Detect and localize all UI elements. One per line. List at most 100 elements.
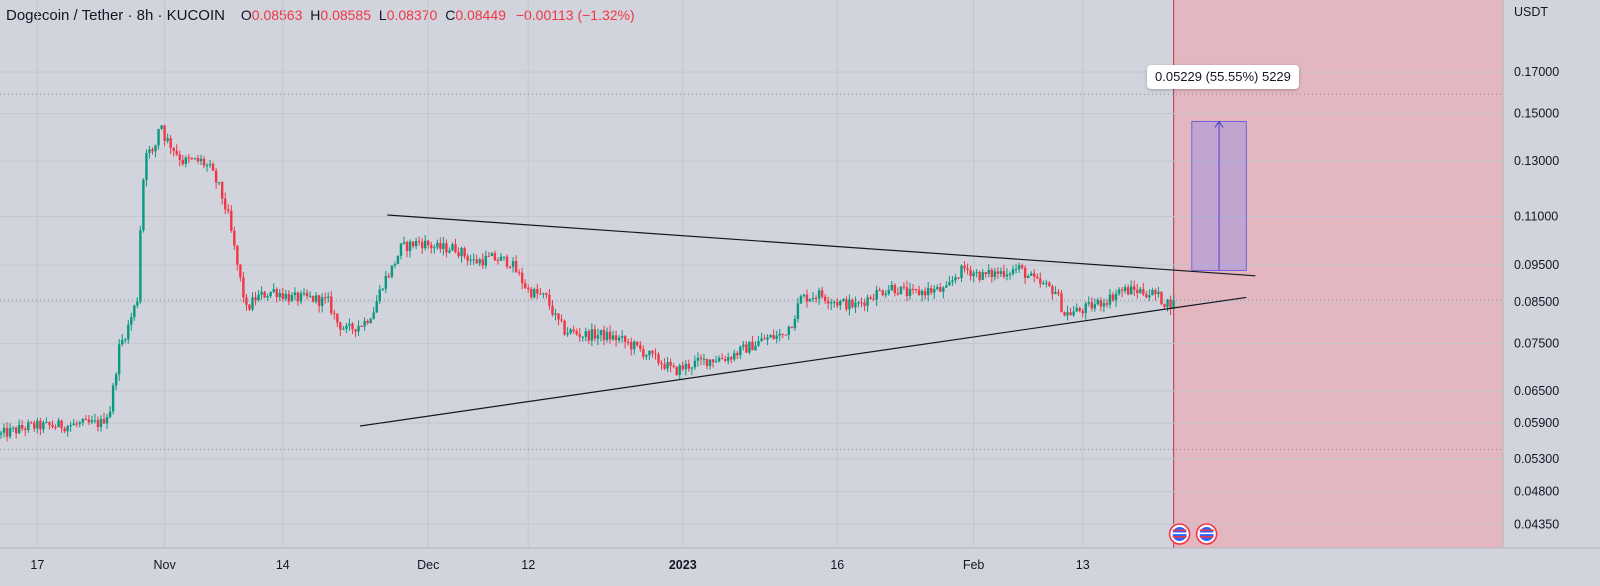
candle-body [1054, 291, 1057, 295]
trendline-upper[interactable] [387, 214, 1256, 277]
candle-body [536, 289, 539, 294]
y-tick-label: 0.05300 [1514, 452, 1559, 466]
candle-body [793, 319, 797, 329]
candle-body [175, 150, 178, 155]
candle-body [145, 153, 148, 180]
candle-body [657, 354, 660, 364]
candle-body [1160, 291, 1163, 305]
candle-body [51, 424, 54, 427]
candle-body [87, 419, 91, 423]
candle-body [1142, 289, 1145, 295]
candle-body [917, 289, 921, 296]
candle-body [633, 341, 636, 350]
candle-body [684, 363, 687, 370]
candle-body [205, 165, 209, 167]
candle-body [902, 286, 906, 288]
x-tick-label: 13 [1076, 558, 1090, 572]
candle-body [960, 265, 963, 278]
candle-body [899, 286, 903, 295]
candle-body [369, 318, 372, 324]
measure-label: 0.05229 (55.55%) 5229 [1147, 65, 1299, 89]
candle-body [254, 297, 257, 301]
candle-body [1108, 294, 1112, 305]
y-tick-label: 0.11000 [1514, 210, 1558, 224]
price-axis[interactable] [1503, 0, 1600, 586]
candle-body [448, 250, 451, 253]
candle-body [639, 345, 642, 350]
us-flag-icon[interactable] [1195, 523, 1218, 545]
candle-body [739, 346, 742, 356]
candle-body [1111, 294, 1115, 301]
candle-body [730, 357, 733, 360]
candle-body [217, 182, 221, 184]
candle-body [578, 334, 581, 337]
candle-body [48, 422, 51, 425]
candle-body [445, 243, 448, 253]
us-flag-icon[interactable] [1168, 523, 1191, 545]
candle-body [545, 293, 548, 295]
y-tick-label: 0.04350 [1514, 517, 1559, 531]
candle-body [933, 289, 936, 293]
candle-body [611, 335, 615, 340]
candle-body [714, 361, 718, 363]
candle-body [336, 313, 339, 323]
candle-body [1072, 311, 1075, 316]
candle-body [636, 341, 639, 346]
candle-body [324, 297, 327, 299]
candle-body [663, 364, 666, 369]
candle-body [642, 349, 645, 357]
candle-body [802, 294, 806, 297]
candle-body [81, 419, 85, 423]
candle-body [1166, 299, 1169, 307]
candle-body [996, 271, 1000, 274]
x-tick-label: Nov [154, 558, 177, 572]
candle-body [21, 424, 24, 429]
candle-body [1136, 289, 1139, 294]
candle-body [845, 299, 848, 310]
candle-body [1048, 282, 1051, 287]
candle-body [342, 328, 345, 330]
candle-body [390, 265, 394, 277]
candle-body [275, 289, 278, 298]
candle-body [1069, 312, 1072, 316]
candle-body [660, 363, 663, 365]
candle-body [648, 350, 651, 356]
candle-body [623, 336, 627, 342]
candle-body [1036, 276, 1039, 279]
candle-body [1014, 269, 1018, 271]
candle-body [993, 271, 997, 278]
high-value: 0.08585 [320, 7, 371, 23]
candle-body [157, 128, 160, 146]
candle-body [620, 336, 624, 338]
candle-body [30, 422, 33, 424]
candle-body [269, 291, 272, 297]
candle-body [627, 341, 630, 343]
candle-body [1126, 287, 1130, 295]
candle-body [211, 163, 215, 171]
candle-body [826, 301, 830, 304]
candle-body [387, 276, 391, 278]
y-tick-label: 0.17000 [1514, 65, 1559, 79]
candle-body [717, 357, 721, 362]
candle-body [705, 358, 709, 366]
trendline-lower[interactable] [359, 296, 1247, 427]
candle-body [1011, 269, 1015, 274]
symbol-legend: Dogecoin / Tether · 8h · KUCOIN O0.08563… [6, 7, 635, 24]
candle-body [702, 358, 706, 360]
candle-body [363, 321, 366, 327]
candle-body [869, 297, 872, 299]
candle-body [287, 294, 291, 302]
candle-body [987, 269, 990, 275]
candle-body [1133, 286, 1136, 290]
candle-body [54, 426, 57, 428]
candle-body [842, 299, 845, 301]
candle-body [78, 422, 81, 425]
candle-body [745, 344, 748, 353]
candle-body [608, 331, 612, 340]
candle-body [375, 301, 378, 313]
candle-body [366, 321, 369, 324]
candle-body [475, 259, 478, 264]
candle-body [66, 426, 69, 432]
symbol-title[interactable]: Dogecoin / Tether · 8h · KUCOIN [6, 7, 225, 24]
